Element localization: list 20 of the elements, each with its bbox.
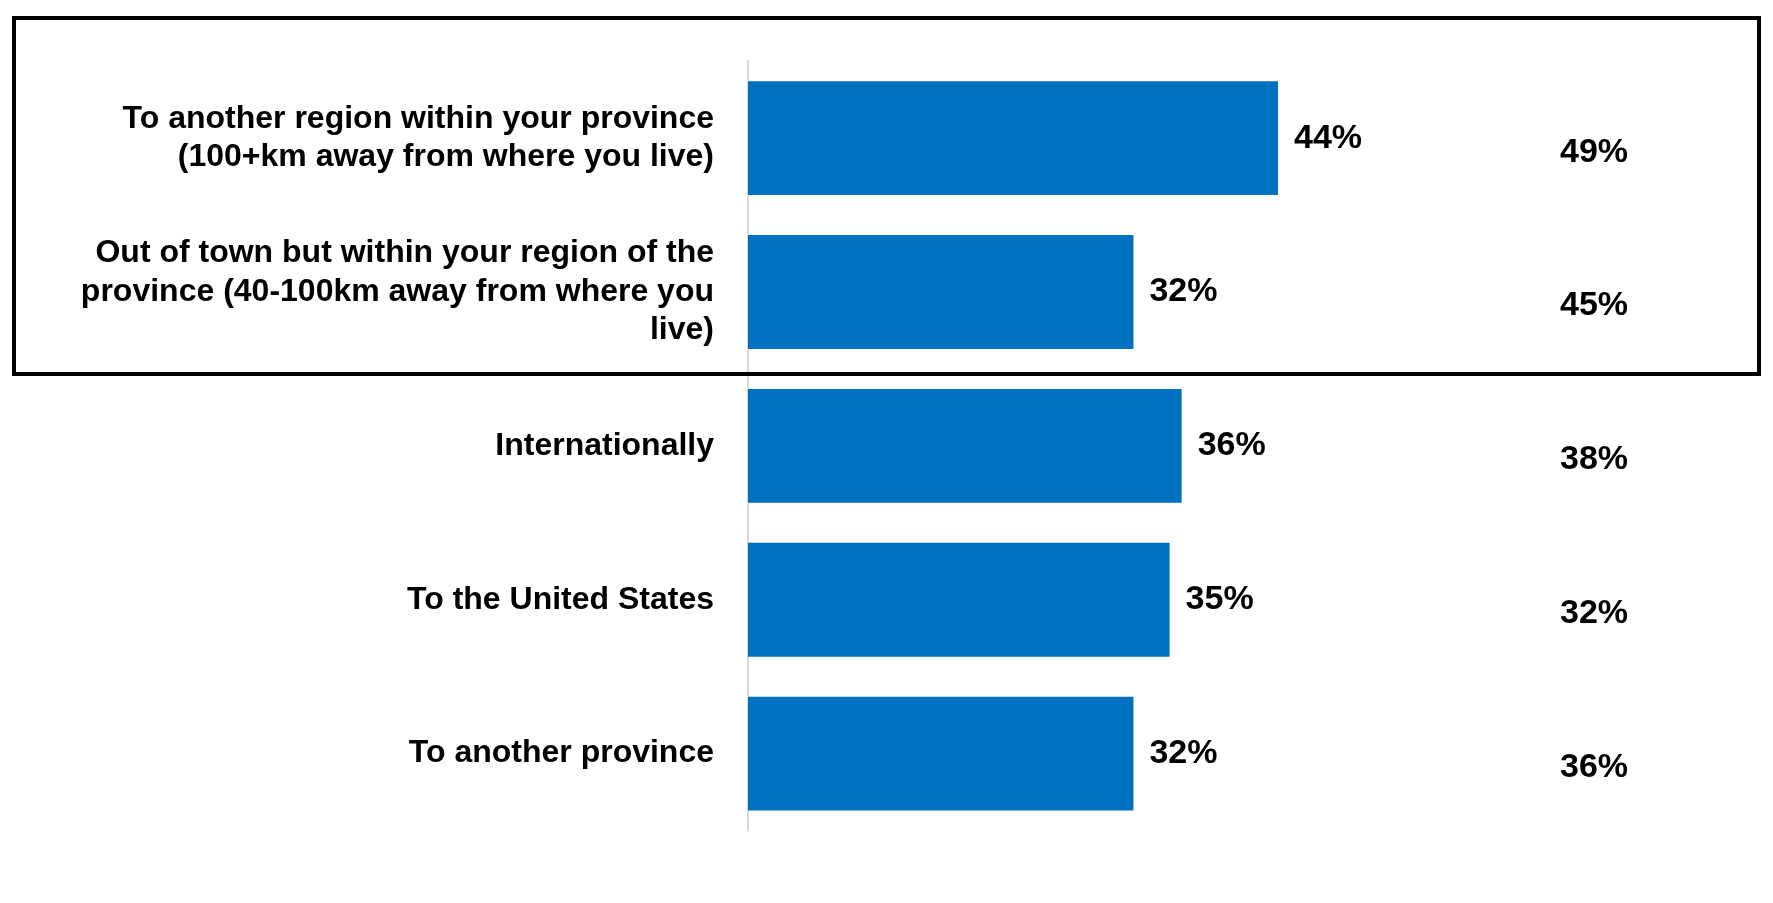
- text: 38%: [1559, 438, 1629, 477]
- data-label: 44%: [1294, 116, 1363, 155]
- data-label: 32%: [1149, 732, 1218, 771]
- data-label: 35%: [1185, 578, 1254, 617]
- data-label: 32%: [1149, 270, 1218, 309]
- y-tick-label: To the United States: [407, 579, 714, 616]
- bar: [748, 388, 1182, 503]
- text: 36%: [1559, 746, 1629, 785]
- y-tick-label: Internationally: [495, 425, 715, 462]
- data-label: 36%: [1197, 424, 1266, 463]
- y-tick-label: To another province: [408, 733, 714, 770]
- bar: [748, 81, 1278, 196]
- bar: [748, 696, 1134, 811]
- text: 45%: [1559, 284, 1629, 323]
- text: 32%: [1559, 592, 1629, 631]
- y-tick-label: Out of town but within your region of the province (40-100km away from where you live): [80, 233, 714, 347]
- y-tick-label: To another region within your province (100+km away from where you live): [122, 98, 714, 174]
- bar: [748, 542, 1170, 657]
- bar: [748, 235, 1134, 349]
- text: 49%: [1559, 130, 1629, 169]
